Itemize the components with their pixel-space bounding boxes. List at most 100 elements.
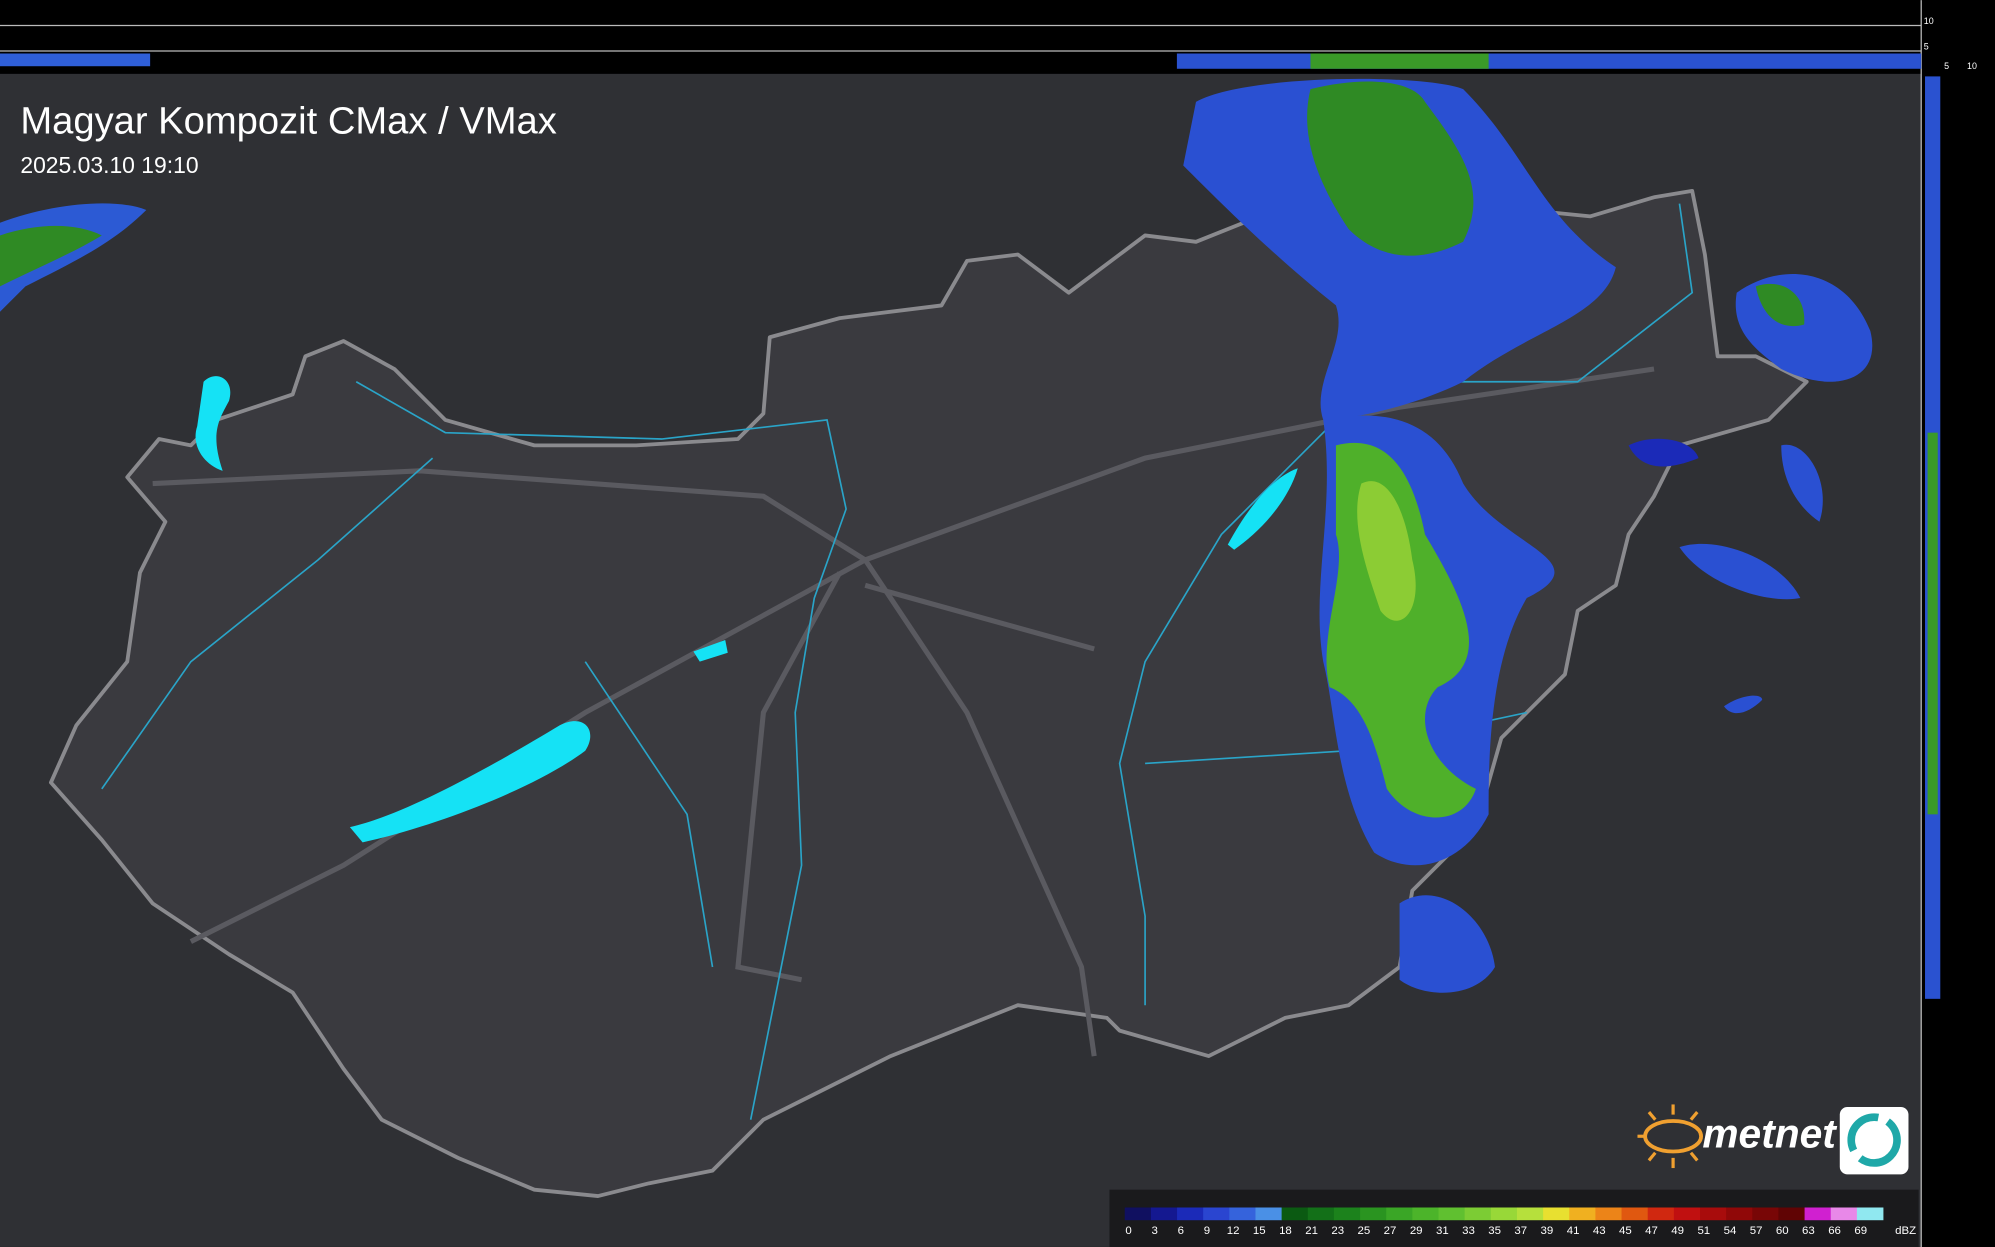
legend-label: 60 [1776,1225,1789,1237]
title: Magyar Kompozit CMax / VMax [20,100,556,143]
legend-label: 49 [1671,1225,1684,1237]
logo: metnet [1637,1104,1909,1175]
legend-swatch [1490,1207,1518,1221]
logo-swirl [1847,1113,1901,1167]
lake-velence [693,640,728,662]
legend-label: 47 [1645,1225,1658,1237]
ray [1647,1151,1657,1162]
legend-label: 3 [1152,1225,1158,1237]
echo [1399,895,1495,993]
road [735,571,842,983]
river [1118,203,1694,1006]
legend-swatch [1203,1207,1230,1221]
legend-swatch [1360,1207,1387,1221]
echo [1781,444,1823,522]
legend-label: 12 [1227,1225,1240,1237]
legend-label: 69 [1854,1225,1867,1237]
river [584,661,714,968]
legend-swatch [1255,1207,1283,1221]
echo [1755,283,1805,327]
lake-ferto [195,376,231,471]
legend-label: 9 [1204,1225,1210,1237]
legend-swatch [1464,1207,1492,1221]
legend: 0 3 6 9 12 15 18 21 23 25 27 29 31 33 35 37 39 41 43 45 47 49… [1124,1207,1884,1237]
legend-swatch [1229,1207,1256,1221]
legend-label: 29 [1410,1225,1423,1237]
legend-swatch [1307,1207,1335,1221]
legend-label: 57 [1750,1225,1763,1237]
legend-label: 51 [1697,1225,1710,1237]
legend-swatch [1281,1207,1309,1221]
legend-label: 41 [1567,1225,1580,1237]
echo [1357,481,1416,621]
echo [0,225,102,287]
river [101,457,434,790]
legend-swatch [1595,1207,1622,1221]
legend-swatch [1543,1207,1570,1221]
legend-label: 43 [1593,1225,1606,1237]
legend-swatch [1752,1207,1779,1221]
logo-text: metnet [1702,1111,1837,1157]
legend-swatch [1386,1207,1413,1221]
legend-label: 15 [1253,1225,1266,1237]
echo [1723,695,1763,714]
road [864,582,1095,652]
legend-swatch [1412,1207,1439,1221]
legend-label: 63 [1802,1225,1815,1237]
legend-swatch [1804,1207,1832,1221]
legend-label: 31 [1436,1225,1449,1237]
legend-swatch [1699,1207,1727,1221]
legend-label: 37 [1514,1225,1527,1237]
legend-label: 66 [1828,1225,1841,1237]
legend-label: 27 [1384,1225,1397,1237]
lake-tisza [1227,468,1298,550]
side-scale-label: 5 [1924,42,1929,52]
legend-label: 54 [1724,1225,1737,1237]
legend-label: 6 [1178,1225,1184,1237]
side-echo [0,53,151,67]
legend-swatch [1124,1207,1152,1221]
lake-balaton [349,721,591,843]
legend-swatch [1569,1207,1596,1221]
legend-swatch [1647,1207,1675,1221]
ray [1647,1111,1657,1121]
legend-swatch [1778,1207,1805,1221]
legend-swatch [1726,1207,1753,1221]
ray [1689,1151,1699,1162]
legend-label: 39 [1541,1225,1554,1237]
side-echo [1310,53,1489,69]
river [355,381,847,1120]
legend-label: 0 [1125,1225,1131,1237]
side-scale-label: 10 [1924,16,1934,26]
legend-swatch [1333,1207,1361,1221]
echo [1679,543,1801,600]
side-echo [1176,53,1922,69]
legend-swatch [1856,1207,1884,1221]
legend-swatch [1830,1207,1858,1221]
legend-label: 23 [1331,1225,1344,1237]
legend-label: 25 [1358,1225,1371,1237]
ray [1689,1111,1699,1121]
timestamp: 2025.03.10 19:10 [20,152,198,178]
radar-echoes [0,78,1873,993]
legend-label: 35 [1488,1225,1501,1237]
legend-swatch [1516,1207,1544,1221]
legend-label: 21 [1305,1225,1318,1237]
side-scale-label: 10 [1967,61,1977,71]
legend-label: 18 [1279,1225,1292,1237]
legend-swatch [1438,1207,1466,1221]
legend-swatch [1621,1207,1649,1221]
side-scale-label: 5 [1944,61,1949,71]
road [863,558,1097,1057]
legend-swatch [1673,1207,1701,1221]
echo [1628,438,1699,467]
legend-label: 33 [1462,1225,1475,1237]
legend-unit: dBZ [1895,1225,1916,1237]
logo-rays [1637,1104,1699,1169]
echo [1307,81,1474,256]
legend-label: 45 [1619,1225,1632,1237]
legend-swatch [1177,1207,1204,1221]
side-echo [1927,432,1938,815]
